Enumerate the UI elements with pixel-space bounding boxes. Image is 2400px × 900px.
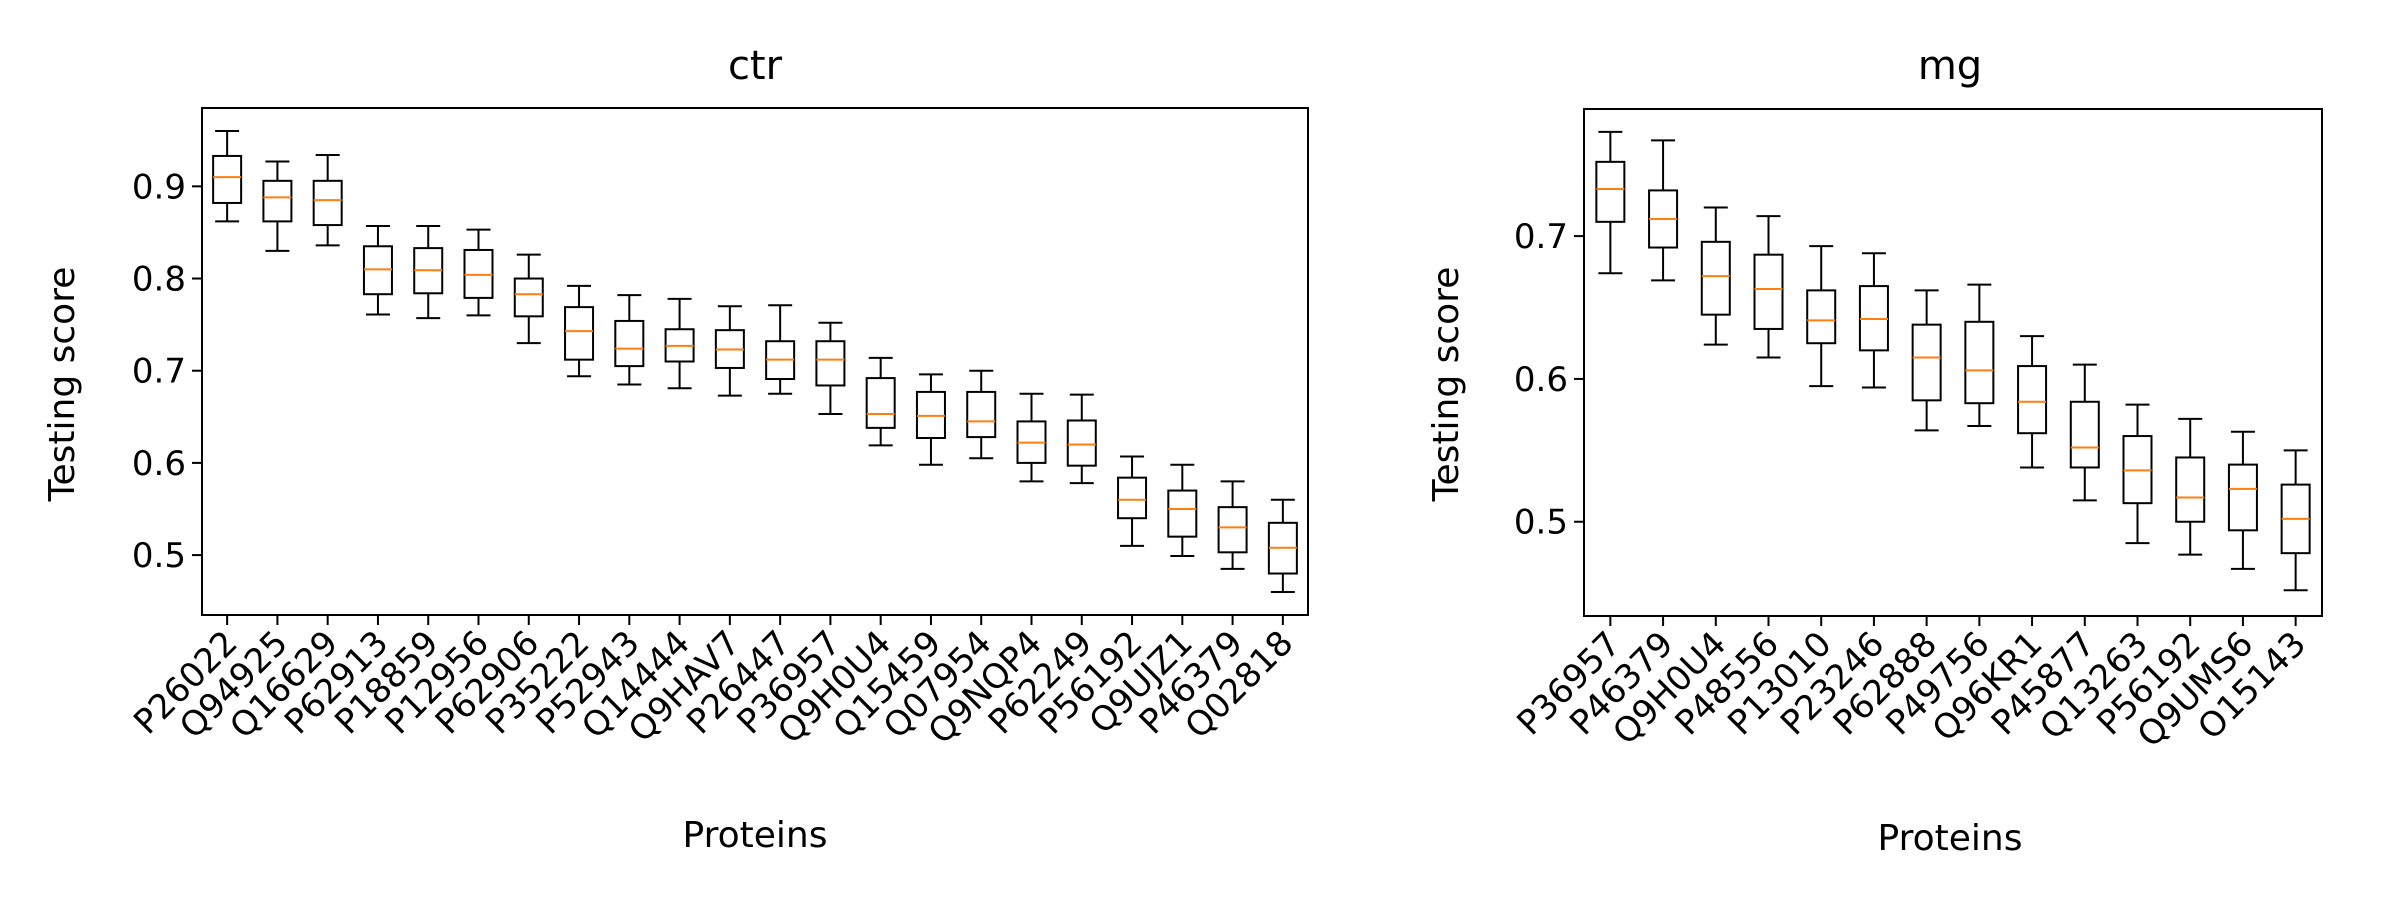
box bbox=[2227, 430, 2258, 570]
box bbox=[262, 160, 293, 252]
iqr-box bbox=[212, 154, 243, 204]
box bbox=[362, 224, 393, 316]
iqr-box bbox=[815, 340, 846, 387]
box bbox=[1066, 393, 1097, 485]
box bbox=[1267, 498, 1298, 593]
iqr-box bbox=[1753, 253, 1784, 330]
box bbox=[1217, 480, 1248, 570]
y-axis-label: Testing score bbox=[1426, 267, 1467, 503]
iqr-box bbox=[1964, 320, 1995, 405]
box bbox=[212, 130, 243, 223]
box bbox=[1016, 392, 1047, 483]
box bbox=[865, 356, 896, 447]
box bbox=[1167, 463, 1198, 558]
iqr-box bbox=[966, 390, 997, 439]
box bbox=[915, 373, 946, 466]
plot-frame bbox=[1583, 108, 2323, 617]
box bbox=[564, 284, 595, 378]
iqr-box bbox=[1117, 476, 1148, 520]
iqr-box bbox=[1066, 419, 1097, 467]
box bbox=[1806, 245, 1837, 388]
chart-title: mg bbox=[1918, 43, 1982, 89]
iqr-box bbox=[614, 319, 645, 368]
iqr-box bbox=[2069, 400, 2100, 469]
y-tick-label: 0.8 bbox=[132, 260, 186, 300]
box bbox=[1700, 206, 1731, 346]
box bbox=[1648, 139, 1679, 282]
y-axis-ticks: 0.5 0.6 0.7 bbox=[1514, 217, 1584, 543]
iqr-box bbox=[2175, 456, 2206, 523]
box bbox=[966, 369, 997, 460]
iqr-box bbox=[1217, 506, 1248, 554]
box bbox=[1964, 283, 1995, 428]
iqr-box bbox=[1700, 240, 1731, 316]
iqr-box bbox=[865, 377, 896, 429]
y-axis-ticks: 0.5 0.6 0.7 0.8 0.9 bbox=[132, 167, 202, 576]
chart-mg: mg Proteins Testing score 0.50.60.7 P369… bbox=[1426, 43, 2323, 859]
box bbox=[1753, 215, 1784, 359]
box bbox=[815, 321, 846, 416]
box bbox=[413, 224, 444, 320]
y-tick-label: 0.6 bbox=[132, 444, 186, 484]
y-axis-label: Testing score bbox=[42, 267, 83, 503]
box bbox=[463, 228, 494, 317]
x-axis-label: Proteins bbox=[683, 815, 828, 856]
box-plot-marks bbox=[1595, 130, 2311, 592]
y-tick-label: 0.9 bbox=[132, 167, 186, 207]
iqr-box bbox=[1167, 489, 1198, 538]
box bbox=[1595, 130, 1626, 275]
chart-title: ctr bbox=[728, 43, 783, 89]
box bbox=[614, 294, 645, 386]
box bbox=[312, 154, 343, 247]
box bbox=[2069, 363, 2100, 502]
iqr-box bbox=[312, 179, 343, 227]
box bbox=[1858, 252, 1889, 389]
iqr-box bbox=[1806, 289, 1837, 345]
iqr-box bbox=[2017, 365, 2048, 435]
y-tick-label: 0.7 bbox=[1514, 217, 1568, 257]
box bbox=[1911, 289, 1942, 432]
y-tick-label: 0.6 bbox=[1514, 360, 1568, 400]
box bbox=[2017, 335, 2048, 469]
iqr-box bbox=[513, 277, 544, 318]
box bbox=[2175, 417, 2206, 556]
plot-frame bbox=[201, 107, 1309, 616]
iqr-box bbox=[564, 306, 595, 361]
box bbox=[1117, 455, 1148, 547]
box bbox=[664, 297, 695, 390]
y-tick-label: 0.7 bbox=[132, 352, 186, 392]
iqr-box bbox=[2227, 463, 2258, 532]
box bbox=[714, 305, 745, 397]
iqr-box bbox=[262, 179, 293, 223]
box bbox=[765, 304, 796, 395]
box bbox=[2122, 403, 2153, 545]
box-plot-marks bbox=[212, 130, 1298, 593]
iqr-box bbox=[1595, 160, 1626, 223]
y-tick-label: 0.5 bbox=[1514, 503, 1568, 543]
box bbox=[2280, 449, 2311, 592]
x-axis-label: Proteins bbox=[1878, 818, 2023, 859]
box bbox=[513, 253, 544, 345]
iqr-box bbox=[1911, 323, 1942, 402]
y-tick-label: 0.5 bbox=[132, 536, 186, 576]
